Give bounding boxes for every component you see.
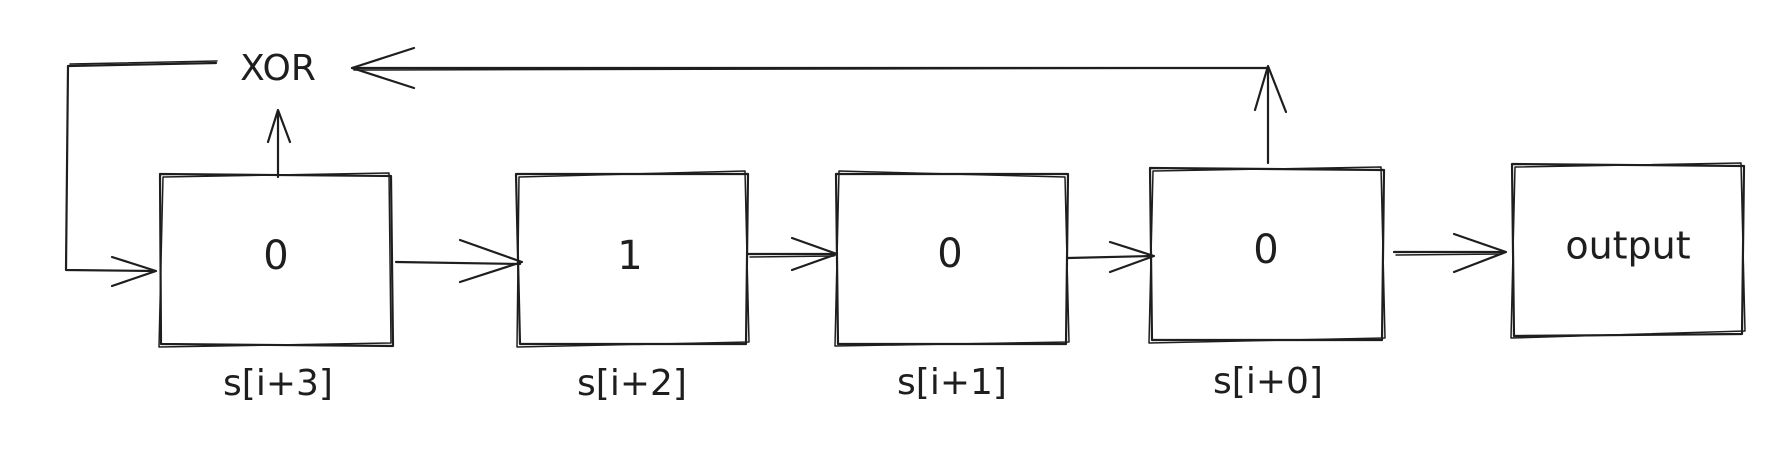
cell-value: 0 xyxy=(937,231,962,277)
register-cell-s-i-0: 0 xyxy=(1148,166,1386,344)
cell-value: 1 xyxy=(617,233,642,279)
shift-arrow xyxy=(394,238,524,284)
output-arrow xyxy=(1392,232,1508,274)
tap-arrow-s-i-0 xyxy=(350,46,1288,165)
output-label: output xyxy=(1565,224,1690,268)
shift-arrow xyxy=(746,236,839,272)
cell-index-label: s[i+2] xyxy=(577,363,687,404)
tap-arrow-s-i-3 xyxy=(266,108,292,179)
shift-arrow xyxy=(1066,240,1156,274)
cell-value: 0 xyxy=(1253,227,1278,273)
feedback-arrow xyxy=(64,60,218,288)
cell-index-label: s[i+0] xyxy=(1213,361,1323,402)
output-box: output xyxy=(1510,162,1746,339)
register-cell-s-i-2: 1 xyxy=(514,170,750,348)
cell-index-label: s[i+3] xyxy=(223,363,333,404)
cell-index-label: s[i+1] xyxy=(897,362,1007,403)
xor-label: XOR xyxy=(240,48,316,89)
register-cell-s-i-3: 0 xyxy=(158,172,395,348)
cell-value: 0 xyxy=(263,233,288,279)
register-cell-s-i-1: 0 xyxy=(834,170,1070,347)
